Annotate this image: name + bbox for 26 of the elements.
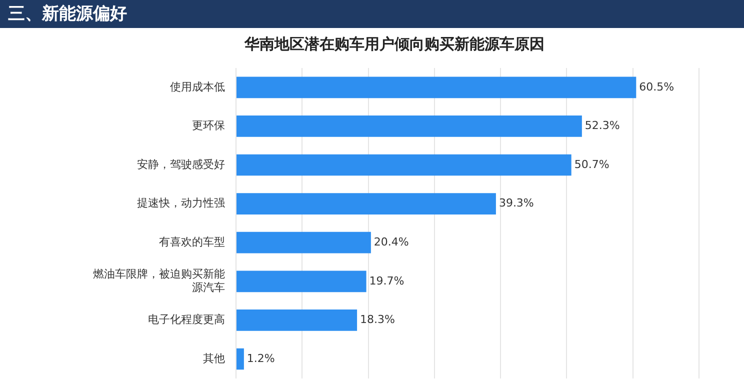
- data-label: 60.5%: [639, 80, 674, 94]
- y-tick-label: 电子化程度更高: [148, 313, 225, 326]
- bar: [236, 232, 371, 254]
- text: 三、新能源偏好: [0, 0, 744, 28]
- y-tick-label: 更环保: [192, 119, 225, 132]
- y-tick-label: 有喜欢的车型: [159, 235, 225, 248]
- y-tick-label: 提速快，动力性强: [137, 196, 225, 210]
- data-label: 18.3%: [360, 313, 395, 326]
- data-label: 19.7%: [369, 274, 404, 288]
- data-label: 52.3%: [584, 119, 620, 132]
- bar: [236, 154, 572, 176]
- y-tick-label: 燃油车限牌，被迫购买新能源汽车: [93, 268, 225, 294]
- chart-title: 华南地区潜在购车用户倾向购买新能源车原因: [244, 34, 544, 53]
- data-label: 1.2%: [246, 352, 275, 365]
- y-tick-label: 其他: [203, 352, 225, 365]
- data-label: 20.4%: [374, 235, 409, 248]
- bar: [236, 193, 496, 214]
- bar: [236, 76, 636, 98]
- data-label: 50.7%: [574, 158, 610, 171]
- y-tick-label: 安静，驾驶感受好: [137, 158, 225, 171]
- bar: [236, 270, 366, 292]
- data-label: 39.3%: [498, 196, 534, 210]
- bar: [236, 310, 358, 331]
- bar: [236, 348, 244, 370]
- y-tick-label: 使用成本低: [170, 80, 225, 94]
- bar: [236, 116, 582, 137]
